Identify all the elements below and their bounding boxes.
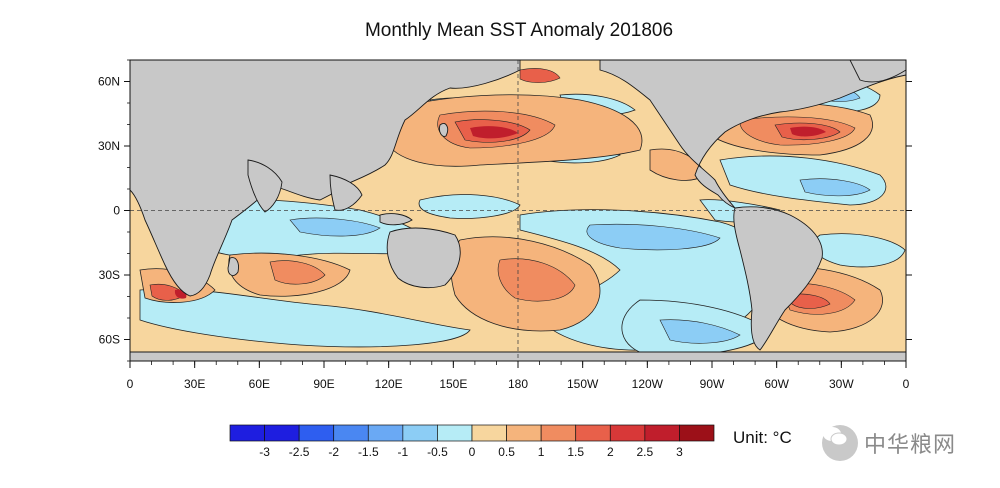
lat-tick-label: 60S: [99, 333, 120, 347]
lon-tick-label: 0: [903, 377, 910, 391]
lon-tick-label: 60W: [764, 377, 789, 391]
lon-tick-label: 90E: [313, 377, 334, 391]
colorbar-label: -0.5: [427, 445, 448, 459]
lon-tick-label: 90W: [700, 377, 725, 391]
land-masses: [130, 60, 906, 361]
colorbar-swatch: [264, 424, 300, 442]
lon-tick-label: 150W: [567, 377, 599, 391]
colorbar-swatch: [367, 424, 404, 442]
colorbar-label: 1.5: [567, 445, 584, 459]
colorbar-swatch: [609, 424, 646, 442]
colorbar-label: 2: [607, 445, 614, 459]
colorbar-swatch: [506, 424, 542, 442]
colorbar-swatch: [402, 424, 438, 442]
colorbar-label: 0: [469, 445, 476, 459]
lat-tick-label: 0: [113, 204, 120, 218]
colorbar-label: -1: [398, 445, 409, 459]
colorbar-swatch: [471, 424, 507, 442]
lon-tick-label: 120E: [375, 377, 403, 391]
colorbar-swatch: [679, 424, 715, 442]
colorbar-label: 2.5: [637, 445, 654, 459]
colorbar-swatch: [540, 424, 577, 442]
watermark: 中华粮网: [822, 425, 956, 461]
lon-tick-label: 0: [127, 377, 134, 391]
colorbar-label: 3: [676, 445, 683, 459]
colorbar-swatch: [229, 424, 265, 442]
watermark-text: 中华粮网: [864, 432, 957, 457]
lon-tick-label: 30W: [829, 377, 854, 391]
lon-tick-label: 150E: [439, 377, 467, 391]
map-plot-area: [130, 60, 906, 361]
colorbar-swatch: [644, 424, 680, 442]
lat-tick-label: 30N: [98, 139, 120, 153]
colorbar-swatch: [298, 424, 335, 442]
lon-tick-label: 60E: [249, 377, 270, 391]
lon-tick-label: 180: [508, 377, 528, 391]
colorbar-swatch: [333, 424, 369, 442]
lon-tick-label: 120W: [632, 377, 664, 391]
colorbar: -3 -2.5 -2 -1.5 -1 -0.5 0 0.5 1 1.5 2 2.5 3: [229, 424, 715, 459]
map-axes: 60N 30N 0 30S 60S 0 30E 60E 90E 120E 150E 180 150W 12…: [98, 59, 912, 391]
lat-tick-label: 30S: [99, 268, 120, 282]
colorbar-label: 0.5: [498, 445, 515, 459]
unit-label: Unit: °C: [733, 428, 792, 447]
lat-tick-label: 60N: [98, 75, 120, 89]
map-title: Monthly Mean SST Anomaly 201806: [364, 20, 674, 41]
colorbar-label: -3: [259, 445, 270, 459]
lon-tick-label: 30E: [184, 377, 205, 391]
wechat-logo-icon: [822, 425, 858, 461]
colorbar-label: -2.5: [289, 445, 310, 459]
colorbar-swatch: [437, 424, 473, 442]
colorbar-swatch: [575, 424, 611, 442]
colorbar-label: 1: [538, 445, 545, 459]
colorbar-label: -2: [328, 445, 339, 459]
colorbar-label: -1.5: [358, 445, 379, 459]
